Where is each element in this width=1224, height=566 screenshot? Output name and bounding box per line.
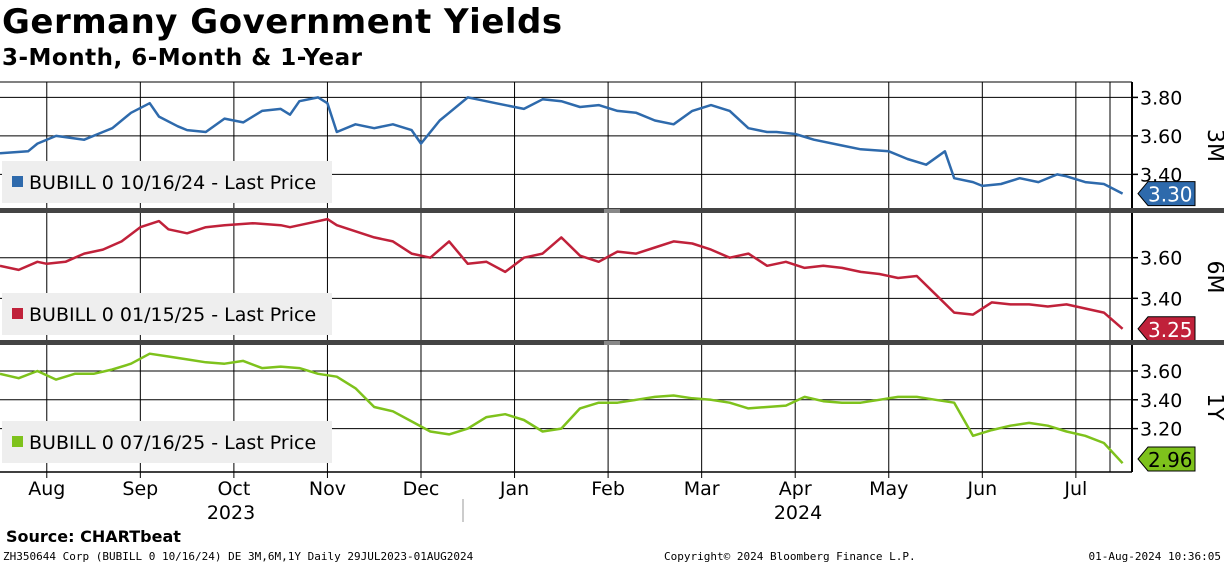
x-tick-label-aug: Aug [28, 478, 65, 500]
legend-swatch-6m [12, 308, 23, 319]
panel-label-1y: 1Y [1202, 393, 1224, 421]
series-line-1y [0, 352, 1124, 465]
last-value-label-3m: 3.30 [1148, 183, 1193, 207]
last-value-label-1y: 2.96 [1148, 448, 1193, 472]
y-tick-label-1y: 3.40 [1140, 390, 1182, 412]
footer-timestamp: 01-Aug-2024 10:36:05 [1088, 550, 1221, 563]
legend-label-6m: BUBILL 0 01/15/25 - Last Price [29, 304, 316, 326]
last-value-tag-1y [1137, 446, 1196, 472]
y-tick-label-6m: 3.60 [1140, 248, 1182, 270]
x-tick-label-sep: Sep [122, 478, 158, 500]
y-tick-label-1y: 3.20 [1140, 419, 1182, 441]
series-line-3m [0, 96, 1124, 195]
panel-label-6m: 6M [1202, 261, 1224, 294]
legend-box-6m [2, 293, 332, 335]
y-tick-label-3m: 3.40 [1140, 164, 1182, 186]
y-tick-label-3m: 3.80 [1140, 87, 1182, 109]
x-tick-label-feb: Feb [591, 478, 625, 500]
y-tick-label-3m: 3.60 [1140, 126, 1182, 148]
footer-copyright: Copyright© 2024 Bloomberg Finance L.P. [664, 550, 916, 563]
x-tick-label-apr: Apr [779, 478, 812, 500]
year-label-2023: 2023 [207, 502, 255, 524]
y-tick-label-1y: 3.60 [1140, 361, 1182, 383]
legend-label-1y: BUBILL 0 07/16/25 - Last Price [29, 432, 316, 454]
legend-swatch-1y [12, 436, 23, 447]
x-tick-label-nov: Nov [309, 478, 346, 500]
x-tick-label-mar: Mar [684, 478, 720, 500]
x-tick-label-jan: Jan [499, 478, 529, 500]
last-value-label-6m: 3.25 [1148, 318, 1193, 342]
x-tick-label-dec: Dec [403, 478, 440, 500]
year-label-2024: 2024 [774, 502, 822, 524]
series-line-6m [0, 217, 1124, 330]
legend-box-3m [2, 161, 332, 203]
last-value-tag-3m [1137, 181, 1196, 207]
legend-swatch-3m [12, 176, 23, 187]
chart-subtitle: 3-Month, 6-Month & 1-Year [2, 45, 363, 71]
x-tick-label-may: May [869, 478, 908, 500]
last-value-tag-6m [1137, 316, 1196, 342]
footer-security-info: ZH350644 Corp (BUBILL 0 10/16/24) DE 3M,… [3, 550, 474, 563]
legend-box-1y [2, 421, 332, 463]
x-tick-label-jul: Jul [1063, 478, 1087, 500]
panel-label-3m: 3M [1202, 129, 1224, 162]
chart-title: Germany Government Yields [2, 2, 563, 42]
x-tick-label-oct: Oct [217, 478, 250, 500]
legend-label-3m: BUBILL 0 10/16/24 - Last Price [29, 172, 316, 194]
x-tick-label-jun: Jun [966, 478, 997, 500]
y-tick-label-6m: 3.40 [1140, 288, 1182, 310]
source-note: Source: CHARTbeat [6, 527, 181, 546]
